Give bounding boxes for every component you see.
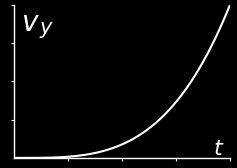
Text: $y$: $y$ bbox=[39, 20, 54, 40]
Text: $v$: $v$ bbox=[21, 10, 39, 37]
Text: $t$: $t$ bbox=[213, 138, 224, 160]
